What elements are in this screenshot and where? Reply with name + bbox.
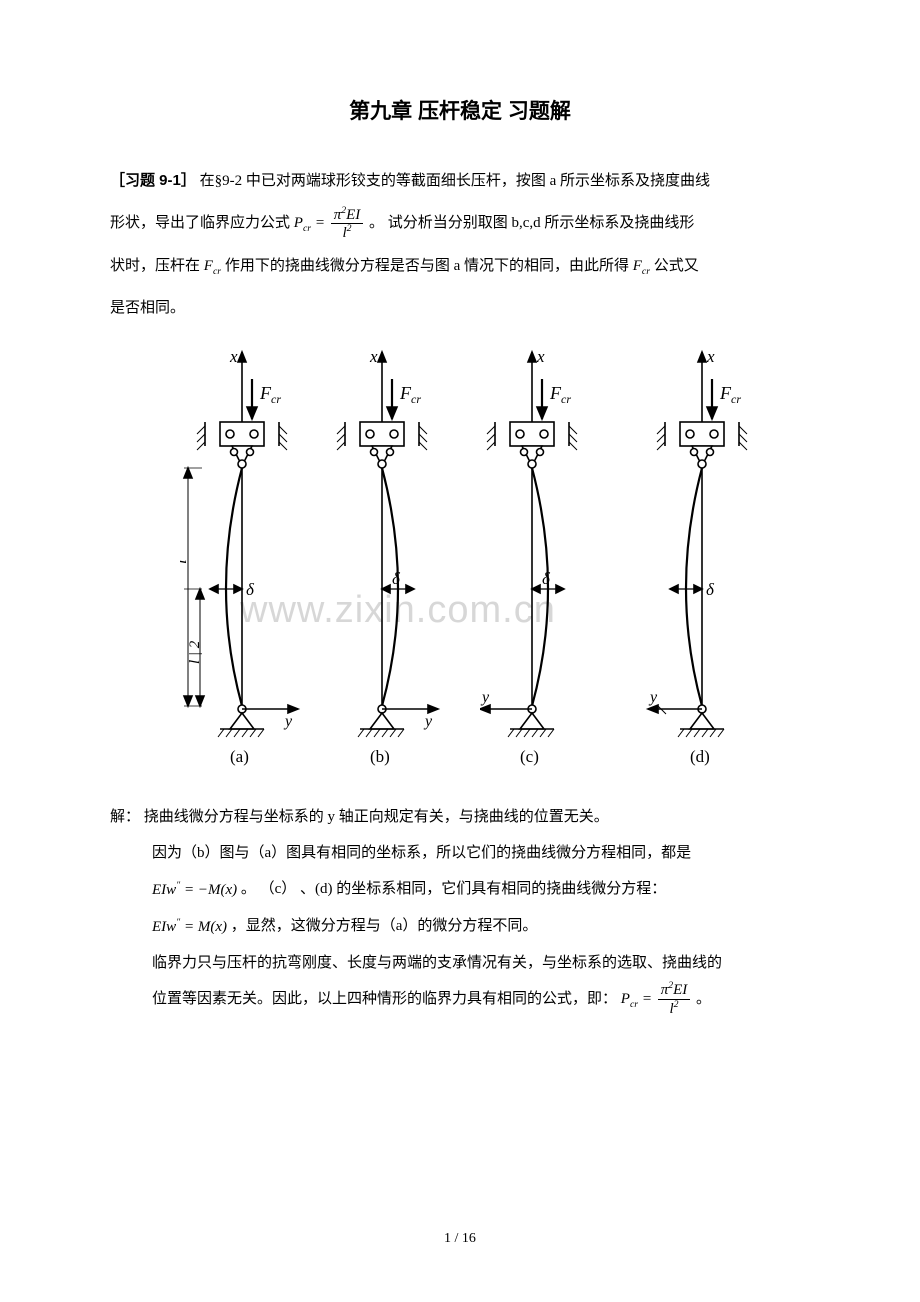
svg-text:Fcr: Fcr	[719, 383, 741, 406]
solution-line-3: EIw″ = −M(x) 。 （c） 、(d) 的坐标系相同，它们具有相同的挠曲…	[152, 871, 810, 908]
solution-line-4: EIw″ = M(x) ，显然，这微分方程与（a）的微分方程不同。	[152, 908, 810, 945]
problem-label: ［习题 9-1］	[110, 172, 196, 189]
solution-line-6: 位置等因素无关。因此，以上四种情形的临界力具有相同的公式，即： Pcr = π2…	[152, 981, 810, 1018]
svg-text:y: y	[423, 713, 433, 730]
svg-text:x: x	[229, 347, 238, 366]
problem-line-2: 形状，导出了临界应力公式 Pcr = π2EI l2 。 试分析当分别取图 b,…	[110, 205, 810, 242]
svg-text:Fcr: Fcr	[549, 383, 571, 406]
svg-text:Fcr: Fcr	[259, 383, 281, 406]
solution-block: 解： 挠曲线微分方程与坐标系的 y 轴正向规定有关，与挠曲线的位置无关。 因为（…	[110, 799, 810, 1017]
svg-text:x: x	[536, 347, 545, 366]
solution-heading: 解：	[110, 809, 140, 825]
svg-text:(d): (d)	[690, 747, 710, 766]
svg-text:(a): (a)	[230, 747, 249, 766]
problem-text-3c: 公式又	[654, 258, 699, 274]
svg-text:l: l	[180, 559, 190, 564]
fcr-inline-2: Fcr	[633, 248, 650, 284]
solution-line-5: 临界力只与压杆的抗弯刚度、长度与两端的支承情况有关，与坐标系的选取、挠曲线的	[152, 945, 810, 981]
svg-text:l | 2: l | 2	[187, 641, 203, 665]
problem-text-1: 在§9-2 中已对两端球形铰支的等截面细长压杆，按图 a 所示坐标系及挠度曲线	[200, 173, 710, 189]
solution-line-1: 解： 挠曲线微分方程与坐标系的 y 轴正向规定有关，与挠曲线的位置无关。	[110, 799, 810, 835]
svg-text:(b): (b)	[370, 747, 390, 766]
fcr-inline-1: Fcr	[204, 248, 221, 284]
problem-line-4: 是否相同。	[110, 290, 810, 326]
page-number: 1 / 16	[0, 1231, 920, 1247]
svg-text:δ: δ	[542, 569, 551, 588]
svg-text:(c): (c)	[520, 747, 539, 766]
column-d: x Fcr δ y (d)	[630, 344, 760, 774]
svg-text:y: y	[648, 689, 658, 706]
formula-pcr-2: Pcr = π2EI l2	[621, 981, 692, 1018]
column-c: x Fcr δ y (c)	[480, 344, 610, 774]
solution-line-2: 因为（b）图与（a）图具有相同的坐标系，所以它们的挠曲线微分方程相同，都是	[152, 835, 810, 871]
problem-line-1: ［习题 9-1］ 在§9-2 中已对两端球形铰支的等截面细长压杆，按图 a 所示…	[110, 163, 810, 199]
column-a: x Fcr δ y	[180, 344, 310, 774]
problem-text-2a: 形状，导出了临界应力公式	[110, 215, 290, 231]
column-b: x Fcr δ y (b)	[330, 344, 460, 774]
problem-line-3: 状时，压杆在 Fcr 作用下的挠曲线微分方程是否与图 a 情况下的相同，由此所得…	[110, 248, 810, 285]
svg-text:δ: δ	[246, 580, 255, 599]
problem-text-3a: 状时，压杆在	[110, 258, 200, 274]
svg-text:x: x	[369, 347, 378, 366]
problem-text-2b: 。 试分析当分别取图 b,c,d 所示坐标系及挠曲线形	[369, 215, 694, 231]
svg-text:Fcr: Fcr	[399, 383, 421, 406]
eq-2: EIw″ = M(x)	[152, 909, 227, 945]
figure-container: www.zixin.com.cn x Fcr δ	[180, 344, 740, 774]
svg-text:x: x	[706, 347, 715, 366]
problem-text-3b: 作用下的挠曲线微分方程是否与图 a 情况下的相同，由此所得	[225, 258, 629, 274]
svg-text:δ: δ	[392, 569, 401, 588]
eq-1: EIw″ = −M(x)	[152, 872, 237, 908]
chapter-title: 第九章 压杆稳定 习题解	[110, 95, 810, 125]
svg-text:y: y	[480, 689, 490, 706]
svg-text:y: y	[283, 713, 293, 730]
svg-text:δ: δ	[706, 580, 715, 599]
formula-pcr-1: Pcr = π2EI l2	[294, 205, 365, 242]
